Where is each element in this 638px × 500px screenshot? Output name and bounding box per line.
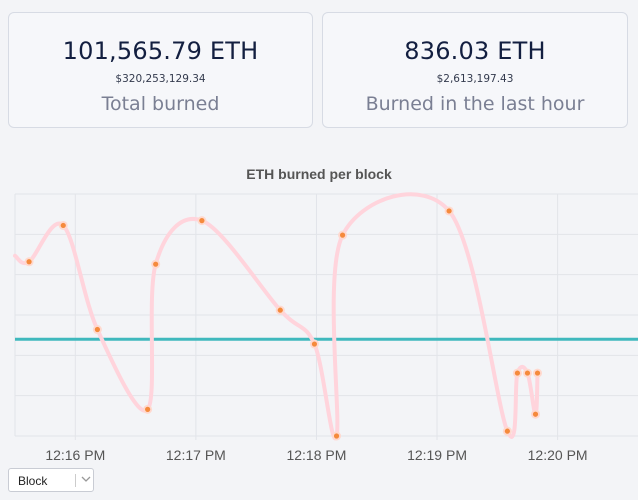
- data-point[interactable]: [504, 428, 510, 434]
- data-point[interactable]: [532, 411, 539, 417]
- series-line: [13, 192, 540, 441]
- total-burned-usd: $320,253,129.34: [115, 73, 206, 85]
- chart-title: ETH burned per block: [246, 166, 392, 182]
- block-select[interactable]: Block: [8, 468, 94, 492]
- last-hour-label: Burned in the last hour: [365, 93, 585, 115]
- data-point[interactable]: [145, 406, 151, 412]
- data-point[interactable]: [277, 307, 283, 313]
- data-point[interactable]: [311, 341, 318, 347]
- chevron-down-icon: [81, 476, 91, 482]
- burn-line-chart[interactable]: 12:16 PM 12:17 PM 12:18 PM 12:19 PM 12:20 PM: [0, 180, 638, 465]
- x-tick-label: 12:20 PM: [528, 447, 588, 463]
- data-point[interactable]: [524, 370, 531, 376]
- data-point[interactable]: [534, 370, 541, 376]
- x-tick-label: 12:18 PM: [286, 447, 346, 463]
- data-point[interactable]: [514, 370, 521, 376]
- block-select-value: Block: [18, 474, 48, 488]
- data-point[interactable]: [153, 261, 159, 267]
- total-burned-card: 101,565.79 ETH $320,253,129.34 Total bur…: [8, 12, 313, 128]
- data-point[interactable]: [199, 218, 205, 224]
- x-tick-label: 12:19 PM: [407, 447, 467, 463]
- x-tick-label: 12:17 PM: [166, 447, 226, 463]
- data-point[interactable]: [60, 222, 66, 229]
- data-point[interactable]: [339, 232, 346, 238]
- block-select-divider: [75, 474, 76, 487]
- last-hour-card: 836.03 ETH $2,613,197.43 Burned in the l…: [322, 12, 628, 128]
- last-hour-usd: $2,613,197.43: [436, 73, 514, 85]
- total-burned-eth: 101,565.79 ETH: [62, 37, 259, 65]
- last-hour-eth: 836.03 ETH: [404, 37, 546, 65]
- data-point[interactable]: [333, 433, 340, 439]
- data-point[interactable]: [446, 208, 452, 214]
- x-tick-label: 12:16 PM: [45, 447, 105, 463]
- data-point[interactable]: [26, 259, 32, 265]
- total-burned-label: Total burned: [101, 93, 220, 115]
- data-point[interactable]: [94, 326, 100, 333]
